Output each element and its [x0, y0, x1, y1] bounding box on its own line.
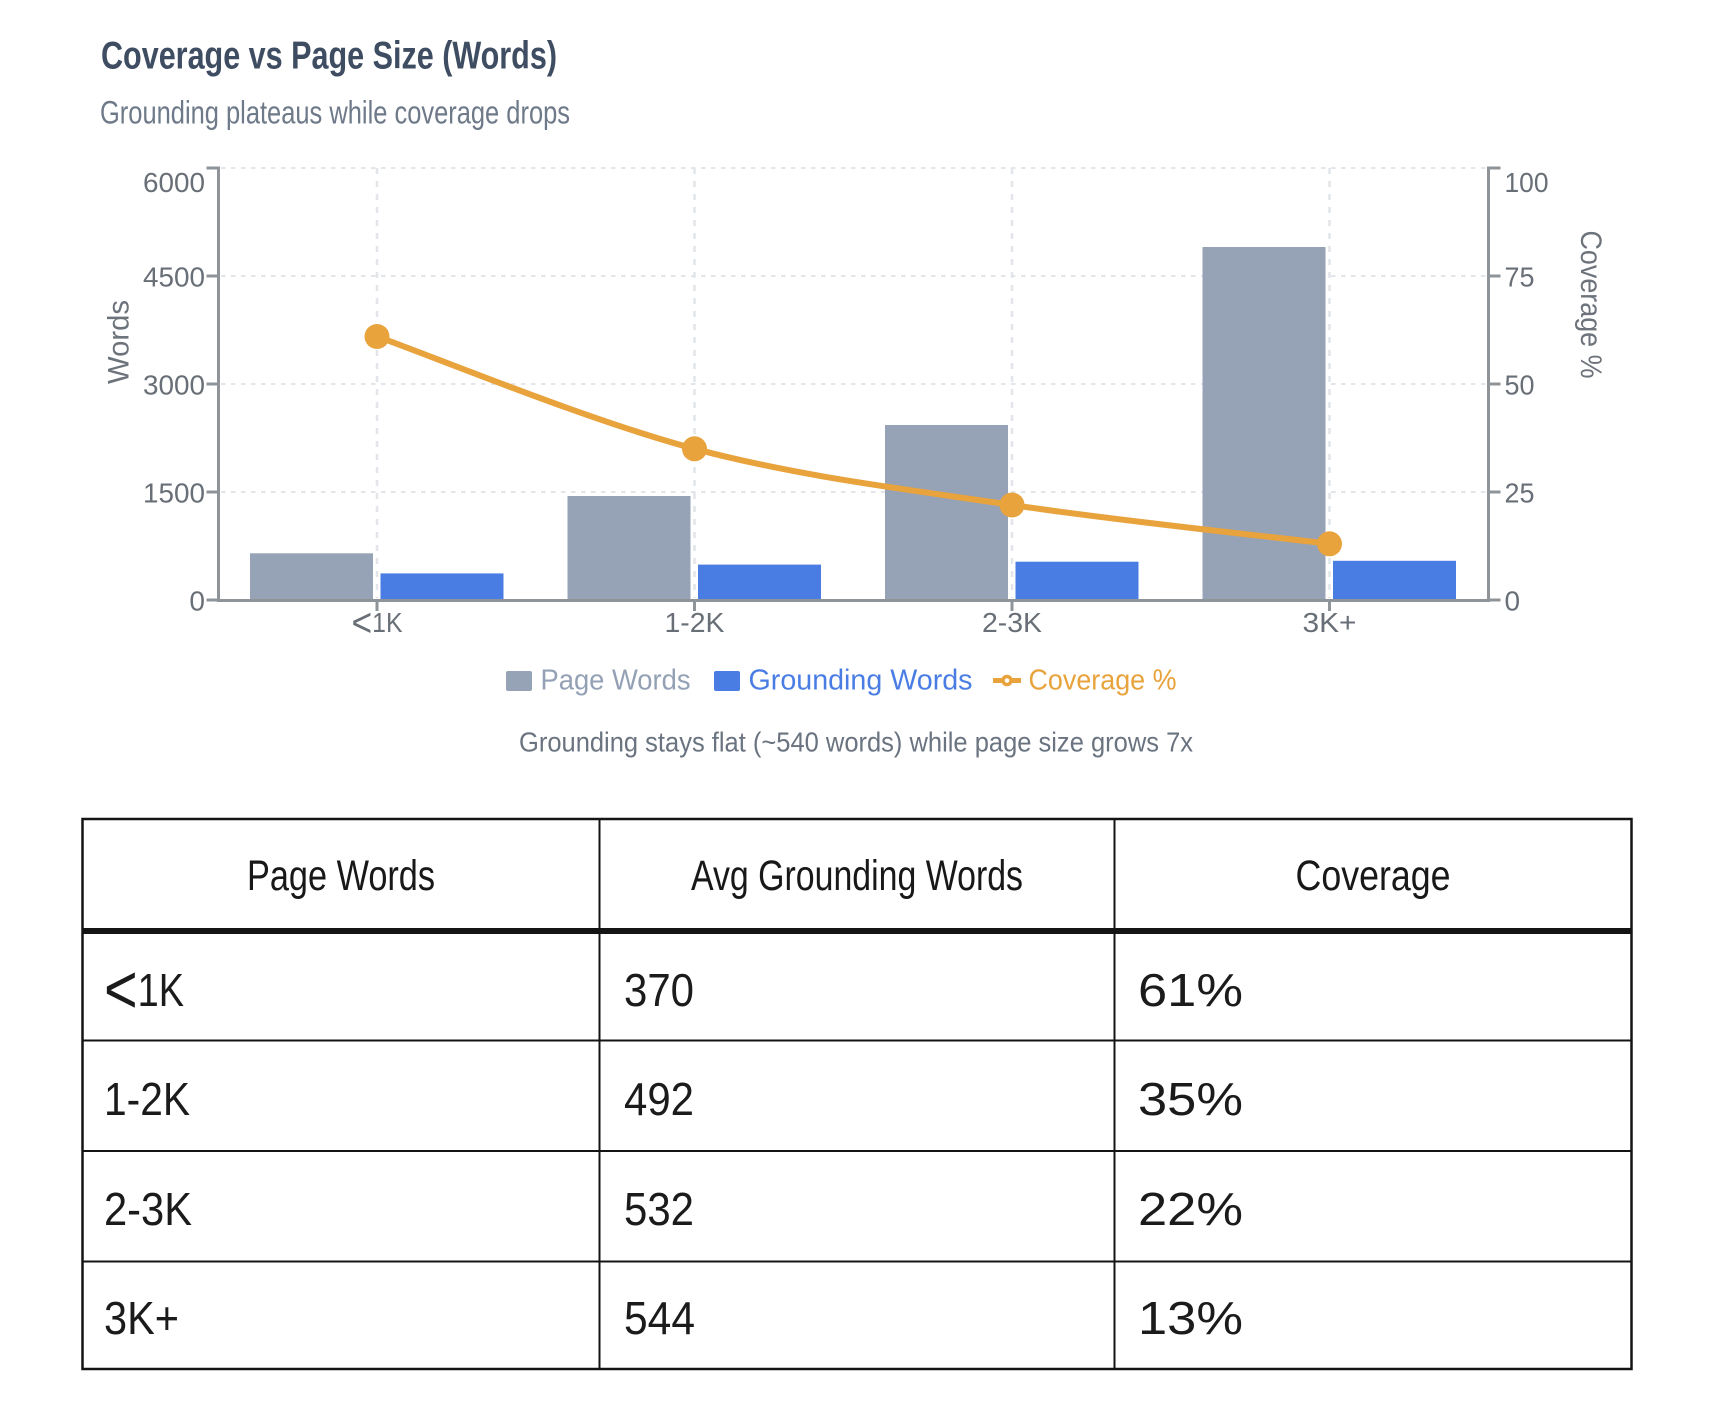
- svg-text:2-3K: 2-3K: [982, 607, 1042, 638]
- svg-text:50: 50: [1505, 370, 1535, 401]
- svg-text:22%: 22%: [1138, 1183, 1243, 1235]
- svg-text:Coverage vs Page Size (Words): Coverage vs Page Size (Words): [101, 35, 557, 78]
- svg-text:492: 492: [624, 1073, 694, 1125]
- svg-text:61%: 61%: [1138, 964, 1243, 1016]
- svg-text:3K+: 3K+: [1303, 607, 1357, 638]
- svg-text:544: 544: [624, 1292, 695, 1344]
- svg-text:Page Words: Page Words: [247, 852, 435, 900]
- svg-text:25: 25: [1505, 478, 1535, 509]
- svg-text:4500: 4500: [143, 262, 205, 293]
- svg-text:3K+: 3K+: [104, 1292, 179, 1344]
- svg-text:Grounding plateaus while cover: Grounding plateaus while coverage drops: [100, 95, 570, 131]
- svg-text:35%: 35%: [1138, 1073, 1243, 1125]
- svg-text:0: 0: [189, 586, 205, 617]
- svg-text:Coverage %: Coverage %: [1574, 231, 1607, 379]
- svg-text:75: 75: [1505, 262, 1535, 293]
- svg-text:Grounding stays flat (~540 wor: Grounding stays flat (~540 words) while …: [519, 727, 1193, 758]
- svg-text:<1K: <1K: [352, 601, 403, 645]
- svg-text:2-3K: 2-3K: [104, 1183, 192, 1235]
- svg-text:13%: 13%: [1138, 1292, 1243, 1344]
- svg-text:1-2K: 1-2K: [104, 1073, 190, 1125]
- svg-text:Page Words: Page Words: [541, 665, 691, 697]
- svg-text:<1K: <1K: [104, 950, 184, 1028]
- svg-text:Grounding Words: Grounding Words: [749, 665, 973, 697]
- svg-text:0: 0: [1505, 586, 1521, 617]
- svg-text:Coverage: Coverage: [1296, 852, 1451, 900]
- svg-text:532: 532: [624, 1183, 694, 1235]
- svg-text:3000: 3000: [143, 370, 205, 401]
- svg-text:Coverage %: Coverage %: [1029, 665, 1177, 697]
- svg-text:Avg Grounding Words: Avg Grounding Words: [691, 852, 1023, 900]
- svg-text:370: 370: [624, 964, 694, 1016]
- svg-text:100: 100: [1505, 167, 1549, 198]
- svg-text:6000: 6000: [143, 167, 205, 198]
- svg-text:1-2K: 1-2K: [665, 607, 725, 638]
- svg-text:Words: Words: [103, 300, 136, 384]
- svg-text:1500: 1500: [143, 478, 205, 509]
